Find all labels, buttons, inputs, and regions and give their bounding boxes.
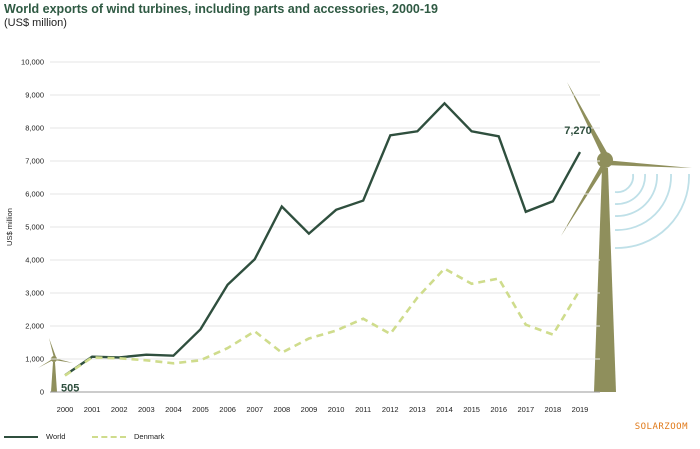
y-tick-label: 3,000 xyxy=(25,289,44,298)
y-tick-label: 9,000 xyxy=(25,91,44,100)
y-tick-label: 7,000 xyxy=(25,157,44,166)
y-tick-label: 6,000 xyxy=(25,190,44,199)
x-tick-label: 2019 xyxy=(572,405,589,414)
legend-item-world: World xyxy=(4,432,65,441)
x-tick-label: 2016 xyxy=(490,405,507,414)
legend-swatch-denmark xyxy=(92,435,126,438)
y-tick-label: 4,000 xyxy=(25,256,44,265)
x-tick-label: 2015 xyxy=(463,405,480,414)
turbine-decoration xyxy=(38,82,692,392)
x-tick-label: 2017 xyxy=(517,405,534,414)
x-tick-label: 2009 xyxy=(301,405,318,414)
y-tick-label: 1,000 xyxy=(25,355,44,364)
x-tick-label: 2002 xyxy=(111,405,128,414)
x-tick-label: 2012 xyxy=(382,405,399,414)
x-tick-label: 2014 xyxy=(436,405,453,414)
chart-title: World exports of wind turbines, includin… xyxy=(4,2,438,16)
x-tick-label: 2001 xyxy=(84,405,101,414)
wind-turbine-large-icon xyxy=(561,82,692,392)
x-tick-label: 2000 xyxy=(57,405,74,414)
y-tick-label: 8,000 xyxy=(25,124,44,133)
x-tick-label: 2010 xyxy=(328,405,345,414)
x-tick-label: 2005 xyxy=(192,405,209,414)
y-tick-label: 5,000 xyxy=(25,223,44,232)
data-label: 505 xyxy=(61,382,79,394)
x-tick-label: 2007 xyxy=(246,405,263,414)
plot-area: 0 1,000 2,000 3,000 4,000 5,000 6,000 7,000 8,00… xyxy=(5,58,600,414)
y-tick-label: 2,000 xyxy=(25,322,44,331)
x-tick-label: 2006 xyxy=(219,405,236,414)
x-tick-label: 2008 xyxy=(273,405,290,414)
series-line-denmark xyxy=(64,266,582,377)
y-tick-label: 10,000 xyxy=(21,58,44,67)
chart-subtitle: (US$ million) xyxy=(4,17,67,29)
watermark: SOLARZOOM xyxy=(634,422,688,432)
y-axis-label: US$ million xyxy=(5,208,14,246)
wind-arcs-icon xyxy=(614,173,690,249)
wind-turbine-small-icon xyxy=(38,338,73,392)
x-tick-label: 2004 xyxy=(165,405,182,414)
chart-canvas: 0 1,000 2,000 3,000 4,000 5,000 6,000 7,000 8,00… xyxy=(5,58,692,414)
legend-label-denmark: Denmark xyxy=(134,432,165,441)
legend-swatch-world xyxy=(4,435,38,438)
x-tick-label: 2003 xyxy=(138,405,155,414)
x-tick-label: 2011 xyxy=(355,405,371,414)
x-tick-label: 2018 xyxy=(545,405,562,414)
legend-item-denmark: Denmark xyxy=(92,432,164,441)
data-label: 7,270 xyxy=(564,125,592,137)
legend-label-world: World xyxy=(46,432,66,441)
series-line-world xyxy=(64,101,582,377)
y-tick-label: 0 xyxy=(40,388,44,397)
legend: World Denmark xyxy=(0,432,700,448)
x-tick-label: 2013 xyxy=(409,405,426,414)
